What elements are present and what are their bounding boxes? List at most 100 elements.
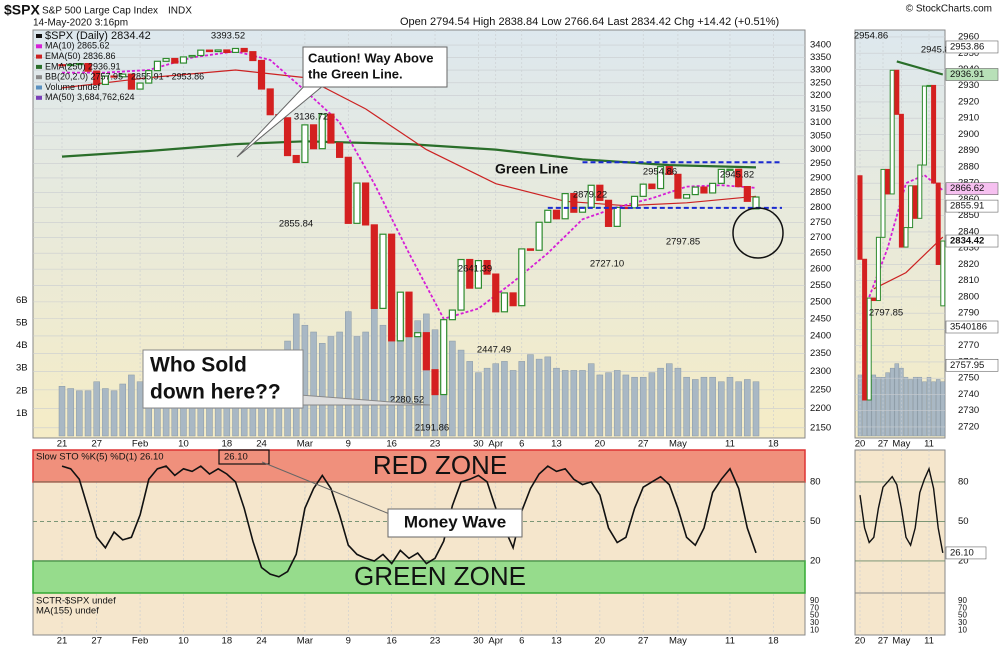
sctr-legend: MA(155) undef xyxy=(36,606,99,617)
y-tick-label: 2300 xyxy=(810,366,831,377)
x-tick-label: 27 xyxy=(638,439,649,450)
candle xyxy=(396,291,404,342)
candle xyxy=(136,82,144,90)
x-tick-label: 6 xyxy=(519,439,524,450)
candle xyxy=(67,63,75,67)
volume-bar xyxy=(483,367,491,437)
volume-bar xyxy=(136,381,144,437)
zone-label: GREEN ZONE xyxy=(354,561,526,591)
volume-bar xyxy=(605,372,612,437)
price-tag xyxy=(945,68,999,81)
price-annotation: 2954.86 xyxy=(854,31,888,42)
price-annotation: 2945.82 xyxy=(921,45,955,56)
candle xyxy=(414,332,422,338)
sctr-tick-label: 30 xyxy=(958,618,967,627)
ma-line xyxy=(896,60,944,76)
volume-bar xyxy=(622,374,630,437)
y-tick-label: 3400 xyxy=(810,40,831,51)
volume-bar xyxy=(67,388,74,437)
x-tick-label: Mar xyxy=(297,636,313,647)
legend-swatch xyxy=(36,95,42,100)
y-tick-label: 2200 xyxy=(810,403,831,414)
volume-bar xyxy=(908,379,913,437)
candle xyxy=(240,47,248,53)
ma-line xyxy=(868,174,944,298)
x-tick-label: 18 xyxy=(768,636,779,647)
volume-bar xyxy=(657,367,664,437)
stoch-last-tag-label: 26.10 xyxy=(950,547,974,558)
volume-bar xyxy=(709,376,716,437)
volume-bar xyxy=(718,381,725,437)
volume-tag xyxy=(945,320,999,334)
candle xyxy=(898,113,904,248)
candle xyxy=(903,227,909,248)
legend-swatch xyxy=(36,34,42,38)
candle xyxy=(127,73,135,90)
candle xyxy=(205,49,214,53)
volume-bar xyxy=(492,363,499,437)
candle xyxy=(110,75,118,78)
y-tick-label: 2750 xyxy=(958,373,979,384)
volume-tick-label: 6B xyxy=(16,295,28,306)
y-tick-label: 2500 xyxy=(810,296,831,307)
price-tag xyxy=(945,182,999,196)
volume-bar xyxy=(353,336,361,437)
volume-bar xyxy=(58,386,66,437)
volume-bar xyxy=(327,336,335,437)
volume-bar xyxy=(84,390,92,437)
candle xyxy=(492,273,500,313)
y-tick-label: 2900 xyxy=(958,129,979,140)
volume-bar xyxy=(128,374,135,437)
x-tick-label: 9 xyxy=(346,439,351,450)
volume-bar xyxy=(903,376,909,437)
sctr-tick-label: 10 xyxy=(810,625,819,634)
candle xyxy=(535,221,543,251)
x-tick-label: Feb xyxy=(132,636,148,647)
volume-tick-label: 2B xyxy=(16,385,28,396)
x-tick-label: Apr xyxy=(488,439,503,450)
volume-bar xyxy=(457,349,465,437)
volume-bar xyxy=(119,383,126,437)
y-tick-label: 2850 xyxy=(958,210,979,221)
volume-bar xyxy=(397,324,404,437)
legend-label: $SPX (Daily) 2834.42 xyxy=(45,30,151,42)
x-tick-label: 13 xyxy=(551,636,562,647)
volume-bar xyxy=(553,367,560,437)
candle xyxy=(613,206,621,227)
x-tick-label: 11 xyxy=(725,439,735,450)
x-tick-label: 9 xyxy=(346,636,351,647)
price-tag xyxy=(945,199,999,213)
candle xyxy=(604,199,613,227)
candle xyxy=(145,70,153,84)
callout-text: Money Wave xyxy=(404,512,506,531)
candle xyxy=(561,192,569,220)
volume-bar xyxy=(613,370,621,437)
price-annotation: 2280.52 xyxy=(390,395,424,406)
candle xyxy=(674,173,682,199)
y-tick-label: 2860 xyxy=(958,194,979,205)
volume-bar xyxy=(631,376,638,437)
legend-swatch xyxy=(36,75,42,80)
volume-bar xyxy=(579,370,586,437)
y-tick-label: 2820 xyxy=(958,259,979,270)
x-tick-label: 11 xyxy=(924,636,934,647)
x-tick-label: May xyxy=(669,636,687,647)
volume-bar xyxy=(509,370,517,437)
candle xyxy=(862,258,868,401)
y-tick-label: 20 xyxy=(958,555,969,566)
candle xyxy=(483,259,491,275)
candle xyxy=(726,168,734,171)
volume-bar xyxy=(912,376,918,437)
volume-bar xyxy=(544,356,552,437)
price-tag-label: 2855.91 xyxy=(950,201,984,212)
price-annotation: 2447.49 xyxy=(477,345,511,356)
candle xyxy=(735,168,743,188)
volume-tick-label: 4B xyxy=(16,340,28,351)
y-tick-label: 2350 xyxy=(810,348,831,359)
volume-bar xyxy=(885,372,890,437)
price-tag xyxy=(945,234,999,248)
candle xyxy=(656,166,665,190)
x-tick-label: May xyxy=(892,636,910,647)
stoch-line xyxy=(859,466,944,554)
x-tick-label: 10 xyxy=(178,636,189,647)
